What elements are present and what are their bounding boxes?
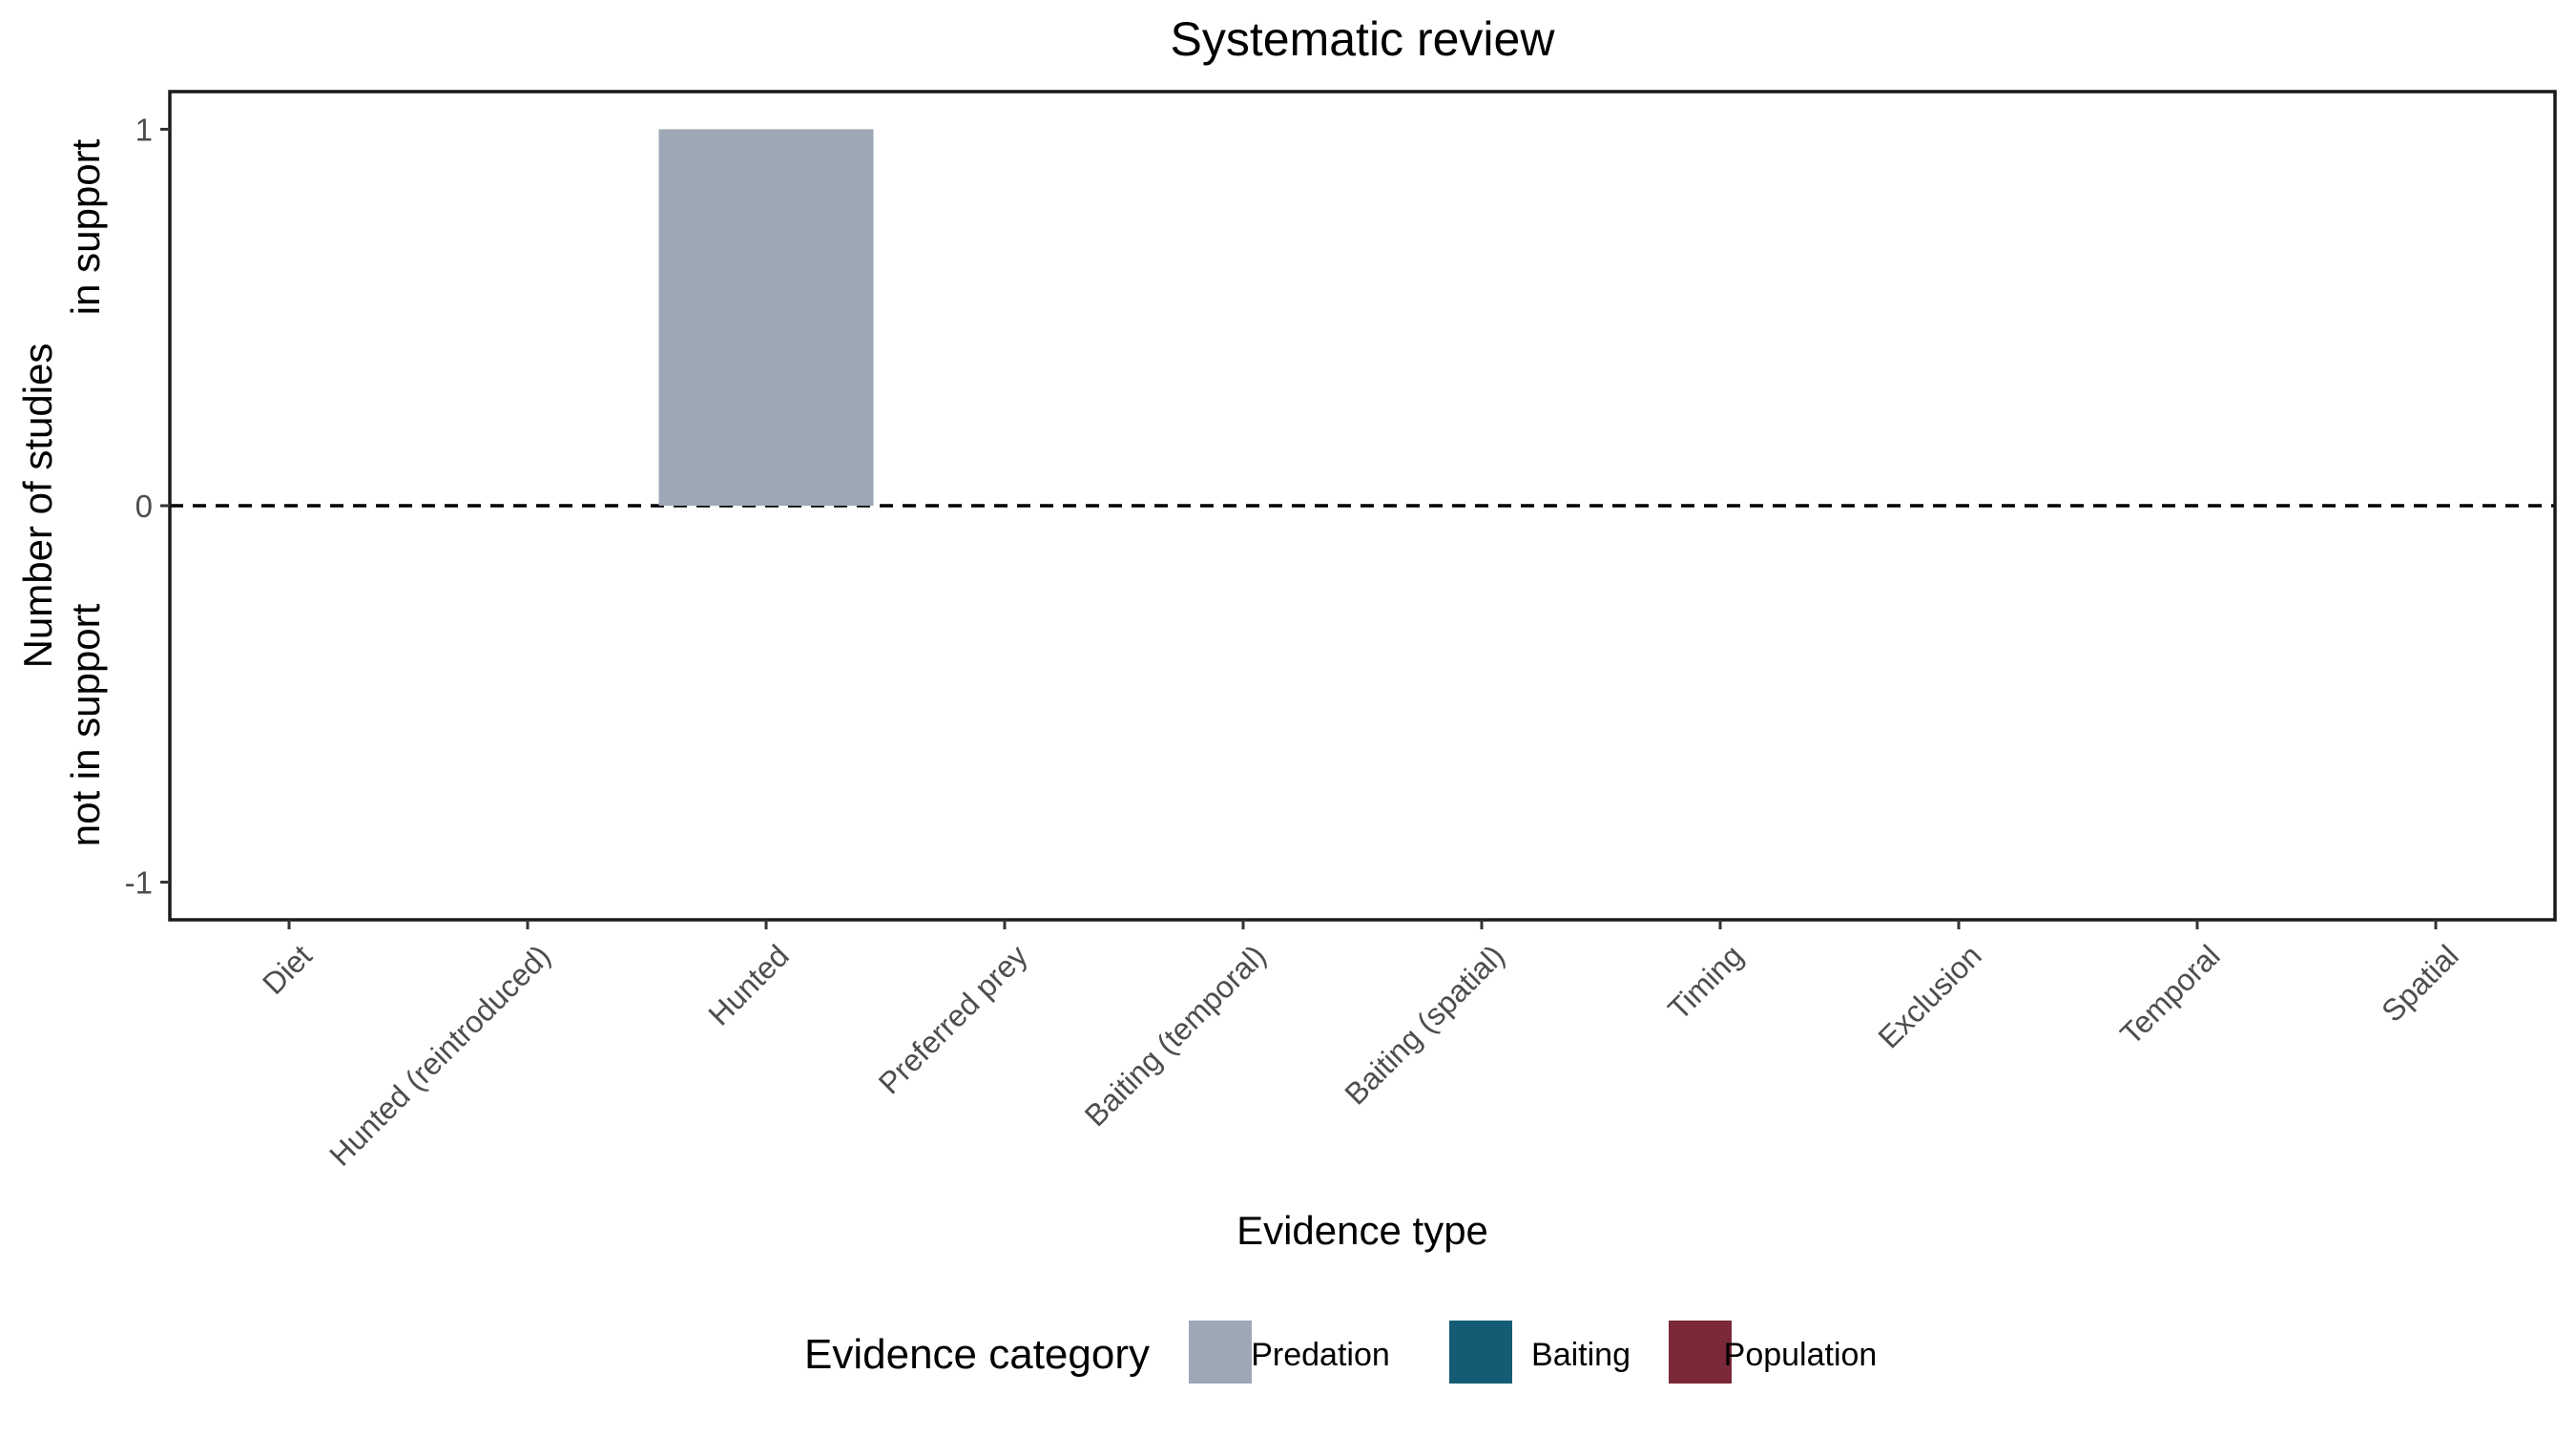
legend: Evidence category Predation Baiting Popula… [804, 1321, 1877, 1384]
y-axis-title-line3: not in support [63, 603, 108, 846]
chart-title: Systematic review [1171, 12, 1556, 66]
y-axis-title-line2: in support [63, 138, 108, 315]
x-tick-label: Diet [256, 938, 319, 1001]
legend-label-baiting: Baiting [1531, 1337, 1631, 1373]
x-tick-label: Hunted [701, 938, 795, 1031]
y-tick-label: -1 [125, 865, 153, 901]
x-tick-label: Spatial [2375, 938, 2465, 1029]
legend-key-baiting [1449, 1321, 1512, 1384]
legend-key-population [1669, 1321, 1732, 1384]
legend-items: Predation Baiting Population [1189, 1321, 1877, 1384]
x-tick-label: Temporal [2113, 938, 2227, 1051]
y-axis-title-line1: Number of studies [15, 343, 60, 669]
bar-predation-hunted [658, 129, 874, 507]
x-tick-label: Timing [1661, 938, 1750, 1027]
x-tick-label: Exclusion [1871, 938, 1987, 1054]
x-tick-label: Baiting (temporal) [1078, 938, 1273, 1133]
x-tick-label: Preferred prey [872, 938, 1034, 1100]
x-tick-label: Hunted (reintroduced) [322, 938, 557, 1173]
plot-area: -1 0 1 Diet Hunted (reintroduced) Hunted Prefe… [125, 90, 2557, 1173]
x-axis-title: Evidence type [1236, 1208, 1488, 1253]
y-tick-label: 0 [135, 489, 153, 524]
y-axis-title: Number of studies in support not in supp… [15, 138, 108, 846]
legend-label-population: Population [1724, 1337, 1878, 1373]
legend-label-predation: Predation [1251, 1337, 1390, 1373]
y-tick-label: 1 [135, 112, 153, 147]
legend-title: Evidence category [804, 1331, 1150, 1378]
legend-key-predation [1189, 1321, 1252, 1384]
x-tick-label: Baiting (spatial) [1338, 938, 1510, 1111]
